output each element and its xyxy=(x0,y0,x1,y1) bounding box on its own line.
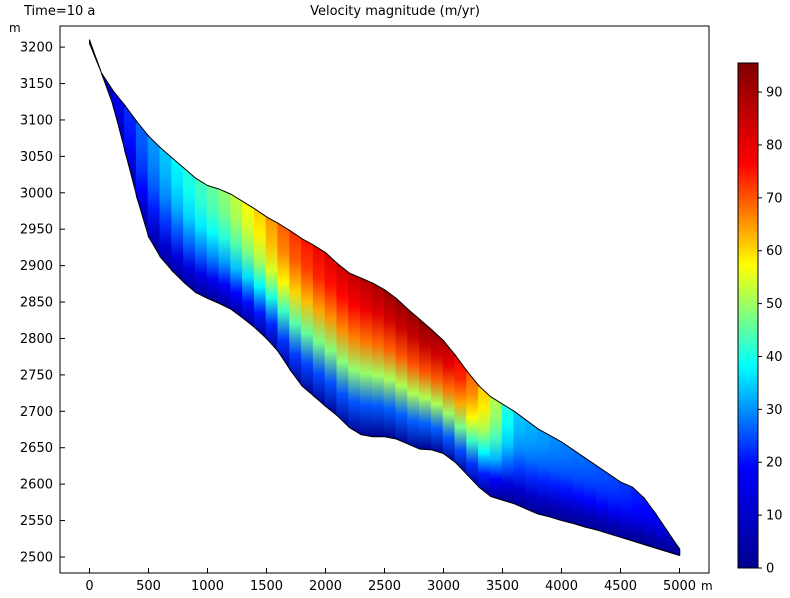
glacier-strip xyxy=(242,201,256,328)
x-tick-label: 3000 xyxy=(427,579,460,594)
glacier-strip xyxy=(135,121,150,237)
y-tick-label: 2700 xyxy=(20,405,53,420)
x-tick-label: 5000 xyxy=(663,579,696,594)
glacier-strip xyxy=(312,245,327,407)
y-tick-label: 2550 xyxy=(20,514,53,529)
glacier-strip xyxy=(183,168,197,293)
glacier-strip xyxy=(348,272,362,435)
axes: 0 500 1000 1500 2000 2500 3000 3500 4000 4500 5000… xyxy=(20,41,696,594)
y-tick-label: 2750 xyxy=(20,368,53,383)
glacier-strip xyxy=(596,465,610,534)
glacier-strip xyxy=(324,252,339,416)
colorbar-tick-label: 30 xyxy=(766,403,783,418)
glacier-strip xyxy=(265,216,280,352)
x-tick-label: 1000 xyxy=(191,579,224,594)
y-tick-label: 2800 xyxy=(20,332,53,347)
glacier-strip xyxy=(607,473,622,538)
colorbar-tick-label: 80 xyxy=(766,138,783,153)
glacier-strip xyxy=(478,385,492,497)
x-tick-label: 3500 xyxy=(486,579,519,594)
colorbar-tick-label: 70 xyxy=(766,191,783,206)
glacier-strip xyxy=(513,411,527,509)
y-tick-label: 2950 xyxy=(20,223,53,238)
glacier-strip xyxy=(112,90,126,151)
glacier-strip xyxy=(171,157,185,283)
glacier-strip xyxy=(395,298,409,445)
glacier-strip xyxy=(560,441,575,524)
colorbar-tick-label: 20 xyxy=(766,456,783,471)
glacier-strip xyxy=(572,449,586,528)
y-tick-label: 3050 xyxy=(20,150,53,165)
colorbar-tick-label: 90 xyxy=(766,86,783,101)
x-tick-label: 1500 xyxy=(250,579,283,594)
glacier-strip xyxy=(525,420,539,515)
y-tick-label: 2900 xyxy=(20,259,53,274)
glacier-strip xyxy=(537,428,551,517)
y-tick-label: 3100 xyxy=(20,113,53,128)
y-tick-label: 2600 xyxy=(20,478,53,493)
glacier-strip xyxy=(419,319,433,450)
time-label: Time=10 a xyxy=(24,4,96,19)
glacier-strip xyxy=(289,230,303,386)
colorbar-tick-label: 60 xyxy=(766,244,783,259)
glacier-strip xyxy=(501,404,516,504)
glacier-strip xyxy=(407,309,421,450)
glacier-strip xyxy=(230,194,244,319)
glacier-strip xyxy=(584,457,598,531)
y-tick-label: 2500 xyxy=(20,550,53,565)
y-tick-label: 3150 xyxy=(20,77,53,92)
glacier-strip xyxy=(301,238,315,397)
glacier-strip xyxy=(383,289,398,439)
glacier-strip xyxy=(548,435,563,521)
x-tick-label: 4000 xyxy=(545,579,578,594)
x-tick-label: 2500 xyxy=(368,579,401,594)
x-tick-label: 500 xyxy=(136,579,161,594)
y-tick-label: 2850 xyxy=(20,296,53,311)
glacier-strip xyxy=(194,178,209,299)
glacier-strip xyxy=(159,147,173,271)
chart-title: Velocity magnitude (m/yr) xyxy=(310,4,480,19)
colorbar-tick-label: 40 xyxy=(766,350,783,365)
glacier-strip xyxy=(206,185,221,304)
colorbar-tick-label: 10 xyxy=(766,509,783,524)
glacier-strip xyxy=(430,329,445,454)
glacier-strip xyxy=(89,39,103,73)
y-tick-label: 3000 xyxy=(20,186,53,201)
glacier-strip xyxy=(655,514,669,552)
glacier-strip xyxy=(360,278,374,437)
y-unit-label: m xyxy=(9,21,21,35)
colorbar-bar xyxy=(737,62,759,569)
velocity-field xyxy=(89,39,681,556)
colorbar: 0 10 20 30 40 50 60 70 80 90 xyxy=(737,62,783,577)
colorbar-tick-label: 0 xyxy=(766,562,774,577)
glacier-strip xyxy=(442,340,457,463)
y-tick-label: 3200 xyxy=(20,41,53,56)
glacier-strip xyxy=(336,263,350,428)
glacier-strip xyxy=(466,371,480,488)
glacier-strip xyxy=(147,135,162,257)
glacier-strip xyxy=(489,396,504,501)
glacier-strip xyxy=(277,223,291,370)
x-unit-label: m xyxy=(701,579,713,593)
glacier-strip xyxy=(631,487,645,545)
colorbar-tick-label: 50 xyxy=(766,297,783,312)
glacier-strip xyxy=(218,189,232,310)
glacier-strip xyxy=(666,531,681,556)
glacier-strip xyxy=(124,105,138,197)
glacier-strip xyxy=(253,208,268,339)
glacier-strip xyxy=(619,481,634,541)
glacier-outline xyxy=(89,39,680,557)
y-tick-label: 2650 xyxy=(20,441,53,456)
glacier-strip xyxy=(454,355,468,475)
x-tick-label: 0 xyxy=(85,579,93,594)
x-tick-label: 4500 xyxy=(604,579,637,594)
glacier-strip xyxy=(371,283,386,437)
x-tick-label: 2000 xyxy=(309,579,342,594)
